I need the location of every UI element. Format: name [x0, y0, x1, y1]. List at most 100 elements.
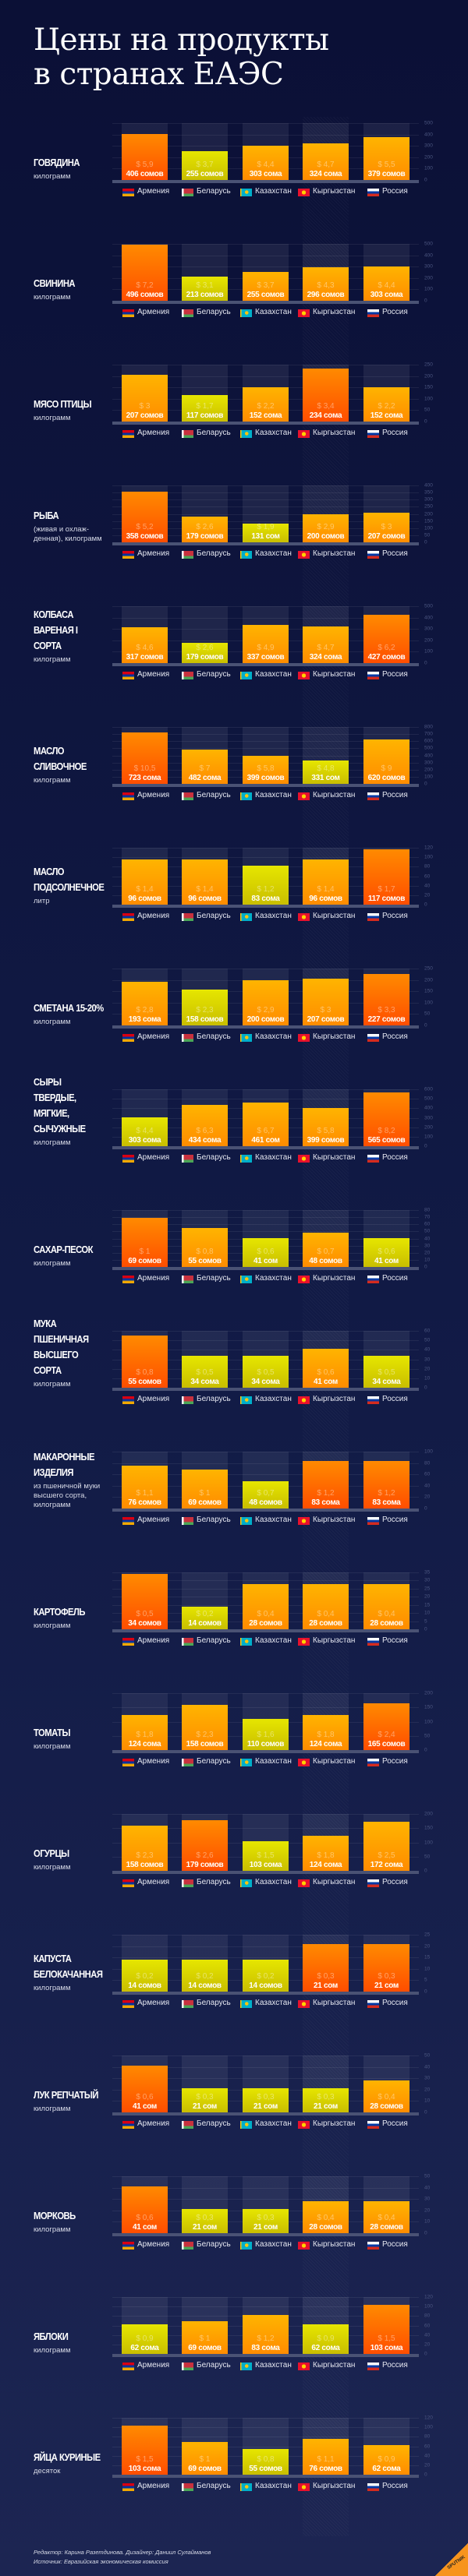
- bar-kazakhstan[interactable]: [243, 1841, 289, 1871]
- bar-belarus[interactable]: [182, 1705, 228, 1750]
- bar-kazakhstan[interactable]: [243, 1480, 289, 1509]
- bar-kazakhstan[interactable]: [243, 2314, 289, 2354]
- bar-armenia[interactable]: [122, 2186, 168, 2233]
- bar-kyrgyzstan[interactable]: [303, 2438, 349, 2475]
- bar-belarus[interactable]: [182, 1960, 228, 1992]
- bar-russia[interactable]: [363, 2201, 410, 2233]
- bar-kazakhstan[interactable]: [243, 755, 289, 784]
- bar-russia[interactable]: [363, 1583, 410, 1629]
- bar-kyrgyzstan[interactable]: [303, 626, 349, 663]
- bar-kyrgyzstan[interactable]: [303, 368, 349, 422]
- bar-kyrgyzstan[interactable]: [303, 1835, 349, 1871]
- bar-kazakhstan[interactable]: [243, 624, 289, 663]
- bar-armenia[interactable]: [122, 491, 168, 542]
- bar-russia[interactable]: [363, 1943, 410, 1992]
- bar-belarus[interactable]: [182, 2088, 228, 2112]
- bar-kyrgyzstan[interactable]: [303, 1943, 349, 1992]
- bar-armenia[interactable]: [122, 626, 168, 663]
- bar-kyrgyzstan[interactable]: [303, 143, 349, 180]
- bar-russia[interactable]: [363, 266, 410, 301]
- bar-russia[interactable]: [363, 386, 410, 422]
- bar-kazakhstan[interactable]: [243, 145, 289, 180]
- bar-armenia[interactable]: [122, 1826, 168, 1871]
- bar-kyrgyzstan[interactable]: [303, 859, 349, 905]
- bar-kyrgyzstan[interactable]: [303, 1233, 349, 1267]
- bar-russia[interactable]: [363, 513, 410, 542]
- bar-belarus[interactable]: [182, 2321, 228, 2354]
- bar-russia[interactable]: [363, 614, 410, 663]
- bar-kazakhstan[interactable]: [243, 271, 289, 301]
- bar-armenia[interactable]: [122, 859, 168, 905]
- bar-kazakhstan[interactable]: [243, 386, 289, 422]
- bar-russia[interactable]: [363, 849, 410, 905]
- bar-russia[interactable]: [363, 2305, 410, 2354]
- bar-armenia[interactable]: [122, 1336, 168, 1388]
- bar-kyrgyzstan[interactable]: [303, 266, 349, 301]
- bar-russia[interactable]: [363, 2445, 410, 2475]
- bar-kyrgyzstan[interactable]: [303, 513, 349, 542]
- bar-kazakhstan[interactable]: [243, 1355, 289, 1388]
- bar-belarus[interactable]: [182, 1606, 228, 1629]
- bar-belarus[interactable]: [182, 2209, 228, 2233]
- bar-armenia[interactable]: [122, 1574, 168, 1629]
- bar-belarus[interactable]: [182, 750, 228, 784]
- bar-kazakhstan[interactable]: [243, 1102, 289, 1146]
- bar-kyrgyzstan[interactable]: [303, 1349, 349, 1388]
- bar-armenia[interactable]: [122, 1960, 168, 1992]
- bar-kazakhstan[interactable]: [243, 2088, 289, 2112]
- bar-belarus[interactable]: [182, 642, 228, 663]
- bar-armenia[interactable]: [122, 1117, 168, 1146]
- bar-kazakhstan[interactable]: [243, 865, 289, 905]
- bar-kyrgyzstan[interactable]: [303, 760, 349, 784]
- bar-kazakhstan[interactable]: [243, 979, 289, 1025]
- bar-armenia[interactable]: [122, 1218, 168, 1267]
- bar-armenia[interactable]: [122, 981, 168, 1025]
- bar-belarus[interactable]: [182, 276, 228, 301]
- bar-russia[interactable]: [363, 136, 410, 180]
- bar-kyrgyzstan[interactable]: [303, 978, 349, 1025]
- bar-armenia[interactable]: [122, 2066, 168, 2112]
- bar-kazakhstan[interactable]: [243, 2448, 289, 2475]
- bar-belarus[interactable]: [182, 1105, 228, 1146]
- bar-armenia[interactable]: [122, 133, 168, 180]
- bar-russia[interactable]: [363, 1822, 410, 1871]
- bar-kazakhstan[interactable]: [243, 1237, 289, 1267]
- bar-kyrgyzstan[interactable]: [303, 2201, 349, 2233]
- bar-belarus[interactable]: [182, 859, 228, 905]
- bar-armenia[interactable]: [122, 1465, 168, 1509]
- bar-kyrgyzstan[interactable]: [303, 1714, 349, 1750]
- bar-russia[interactable]: [363, 973, 410, 1025]
- bar-kazakhstan[interactable]: [243, 524, 289, 542]
- bar-belarus[interactable]: [182, 989, 228, 1025]
- bar-belarus[interactable]: [182, 1355, 228, 1388]
- bar-armenia[interactable]: [122, 244, 168, 301]
- bar-belarus[interactable]: [182, 1819, 228, 1871]
- bar-kazakhstan[interactable]: [243, 1960, 289, 1992]
- bar-belarus[interactable]: [182, 2442, 228, 2475]
- bar-belarus[interactable]: [182, 150, 228, 180]
- bar-belarus[interactable]: [182, 1469, 228, 1509]
- bar-kazakhstan[interactable]: [243, 2209, 289, 2233]
- bar-kazakhstan[interactable]: [243, 1583, 289, 1629]
- bar-belarus[interactable]: [182, 394, 228, 422]
- bar-armenia[interactable]: [122, 2426, 168, 2475]
- bar-russia[interactable]: [363, 1092, 410, 1146]
- bar-russia[interactable]: [363, 1461, 410, 1509]
- bar-kyrgyzstan[interactable]: [303, 2088, 349, 2112]
- bar-russia[interactable]: [363, 2080, 410, 2112]
- bar-russia[interactable]: [363, 1237, 410, 1267]
- bar-kazakhstan[interactable]: [243, 1718, 289, 1750]
- bar-belarus[interactable]: [182, 517, 228, 542]
- bar-kyrgyzstan[interactable]: [303, 2324, 349, 2354]
- bar-kyrgyzstan[interactable]: [303, 1461, 349, 1509]
- bar-russia[interactable]: [363, 739, 410, 784]
- bar-kyrgyzstan[interactable]: [303, 1583, 349, 1629]
- bar-belarus[interactable]: [182, 1227, 228, 1267]
- bar-russia[interactable]: [363, 1703, 410, 1750]
- bar-armenia[interactable]: [122, 732, 168, 784]
- bar-kyrgyzstan[interactable]: [303, 1108, 349, 1146]
- bar-russia[interactable]: [363, 1355, 410, 1388]
- bar-armenia[interactable]: [122, 2324, 168, 2354]
- bar-armenia[interactable]: [122, 1714, 168, 1750]
- bar-armenia[interactable]: [122, 374, 168, 422]
